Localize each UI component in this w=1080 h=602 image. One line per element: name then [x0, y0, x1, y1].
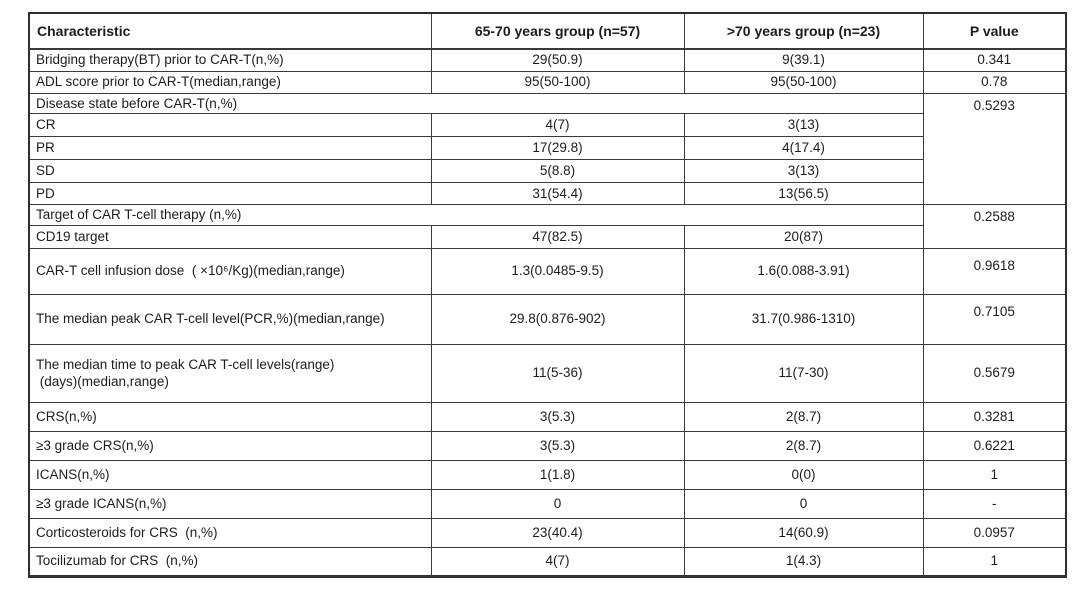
table-row: PR 17(29.8) 4(17.4) [28, 136, 1066, 161]
group1-value-cell: 31(54.4) [430, 182, 685, 206]
group2-value-cell: 0 [683, 488, 924, 519]
group1-value-cell: 3(5.3) [430, 430, 685, 461]
characteristic-cell: ≥3 grade CRS(n,%) [28, 430, 432, 461]
characteristic-cell: PD [28, 182, 432, 206]
table-row: ≥3 grade ICANS(n,%) 0 0- [28, 488, 1067, 519]
group1-value-cell: 17(29.8) [430, 136, 685, 161]
characteristic-cell: SD [28, 159, 432, 184]
group2-value-cell: 95(50-100) [683, 70, 924, 94]
table-body: Bridging therapy(BT) prior to CAR-T(n,%)… [28, 48, 1067, 577]
table-row: CRS(n,%) 3(5.3) 2(8.7) 0.3281 [28, 401, 1067, 432]
group1-value-cell: 0 [430, 488, 685, 519]
characteristic-cell: CD19 target [28, 224, 432, 249]
characteristic-cell: The median time to peak CAR T-cell level… [28, 343, 432, 403]
p-value-cell: 0.5293 [922, 92, 1067, 206]
table-row: Tocilizumab for CRS (n,%) 4(7) 1(4.3) 1 [28, 546, 1067, 577]
table-row: The median time to peak CAR T-cell level… [28, 343, 1067, 403]
group2-value-cell: 4(17.4) [683, 136, 924, 161]
group1-value-cell: 5(8.8) [430, 159, 685, 184]
table-row: CR 4(7) 3(13) [28, 113, 1066, 138]
group2-value-cell: 2(8.7) [683, 401, 924, 432]
characteristic-cell: CAR-T cell infusion dose ( ×10⁶/Kg)(medi… [28, 247, 432, 295]
group1-value-cell: 11(5-36) [430, 343, 685, 403]
characteristic-cell: Corticosteroids for CRS (n,%) [28, 517, 432, 548]
p-value-cell: 0.3281 [922, 401, 1067, 432]
table-row: ICANS(n,%) 1(1.8) 0(0) 1 [28, 459, 1067, 490]
group1-value-cell: 4(7) [430, 546, 685, 577]
p-value-cell: 0.5679 [922, 343, 1067, 403]
group2-value-cell: 14(60.9) [683, 517, 924, 548]
table-row: CD19 target 47(82.5) 20(87) [28, 224, 1066, 249]
col-header-group-over-70: >70 years group (n=23) [683, 12, 924, 50]
p-value-cell: 1 [922, 546, 1067, 577]
group1-value-cell: 1(1.8) [430, 459, 685, 490]
p-value-cell: 0.0957 [922, 517, 1067, 548]
table-row: Bridging therapy(BT) prior to CAR-T(n,%)… [28, 48, 1067, 72]
characteristic-cell: ICANS(n,%) [28, 459, 432, 490]
characteristic-cell: CRS(n,%) [28, 401, 432, 432]
table-row: PD 31(54.4) 13(56.5) [28, 182, 1066, 206]
table-row: CAR-T cell infusion dose ( ×10⁶/Kg)(medi… [28, 247, 1067, 295]
group2-value-cell: 2(8.7) [683, 430, 924, 461]
group2-value-cell: 1.6(0.088-3.91) [683, 247, 924, 295]
p-value-cell: 0.7105 [922, 293, 1067, 345]
characteristic-cell: Tocilizumab for CRS (n,%) [28, 546, 432, 577]
group1-value-cell: 95(50-100) [430, 70, 685, 94]
characteristic-cell: The median peak CAR T-cell level(PCR,%)(… [28, 293, 432, 345]
characteristic-cell: ADL score prior to CAR-T(median,range) [28, 70, 432, 94]
characteristic-cell: Target of CAR T-cell therapy (n,%) [28, 204, 924, 226]
table-row: ADL score prior to CAR-T(median,range) 95… [28, 70, 1067, 94]
characteristics-table-container: Characteristic 65-70 years group (n=57) … [28, 12, 1067, 578]
characteristic-cell: Disease state before CAR-T(n,%) [28, 92, 924, 115]
characteristic-cell: ≥3 grade ICANS(n,%) [28, 488, 432, 519]
group2-value-cell: 11(7-30) [683, 343, 924, 403]
group1-value-cell: 47(82.5) [430, 224, 685, 249]
group2-value-cell: 13(56.5) [683, 182, 924, 206]
p-value-cell: 0.2588 [922, 204, 1067, 249]
group2-value-cell: 9(39.1) [683, 48, 924, 72]
characteristic-cell: CR [28, 113, 432, 138]
characteristic-cell: Bridging therapy(BT) prior to CAR-T(n,%) [28, 48, 432, 72]
p-value-cell: 0.9618 [922, 247, 1067, 295]
p-value-cell: 0.78 [922, 70, 1067, 94]
table-row: The median peak CAR T-cell level(PCR,%)(… [28, 293, 1067, 345]
group2-value-cell: 0(0) [683, 459, 924, 490]
group1-value-cell: 1.3(0.0485-9.5) [430, 247, 685, 295]
table-header-row: Characteristic 65-70 years group (n=57) … [28, 12, 1067, 50]
group2-value-cell: 3(13) [683, 113, 924, 138]
characteristic-cell: PR [28, 136, 432, 161]
group2-value-cell: 3(13) [683, 159, 924, 184]
group1-value-cell: 29(50.9) [430, 48, 685, 72]
p-value-cell: 1 [922, 459, 1067, 490]
table-row: ≥3 grade CRS(n,%) 3(5.3) 2(8.7) 0.6221 [28, 430, 1067, 461]
col-header-characteristic: Characteristic [28, 12, 432, 50]
table-row: Corticosteroids for CRS (n,%) 23(40.4) 14(… [28, 517, 1067, 548]
group2-value-cell: 20(87) [683, 224, 924, 249]
table-row: Target of CAR T-cell therapy (n,%) 0.2588 [28, 204, 1067, 249]
group2-value-cell: 1(4.3) [683, 546, 924, 577]
group1-value-cell: 23(40.4) [430, 517, 685, 548]
table-row: Disease state before CAR-T(n,%) 0.5293 [28, 92, 1067, 206]
table-row: SD 5(8.8) 3(13) [28, 159, 1066, 184]
group1-value-cell: 29.8(0.876-902) [430, 293, 685, 345]
group1-value-cell: 3(5.3) [430, 401, 685, 432]
characteristics-table: Characteristic 65-70 years group (n=57) … [28, 12, 1067, 578]
p-value-cell: - [922, 488, 1067, 519]
col-header-group-65-70: 65-70 years group (n=57) [430, 12, 685, 50]
col-header-p-value: P value [922, 12, 1067, 50]
p-value-cell: 0.341 [922, 48, 1067, 72]
group1-value-cell: 4(7) [430, 113, 685, 138]
p-value-cell: 0.6221 [922, 430, 1067, 461]
group2-value-cell: 31.7(0.986-1310) [683, 293, 924, 345]
